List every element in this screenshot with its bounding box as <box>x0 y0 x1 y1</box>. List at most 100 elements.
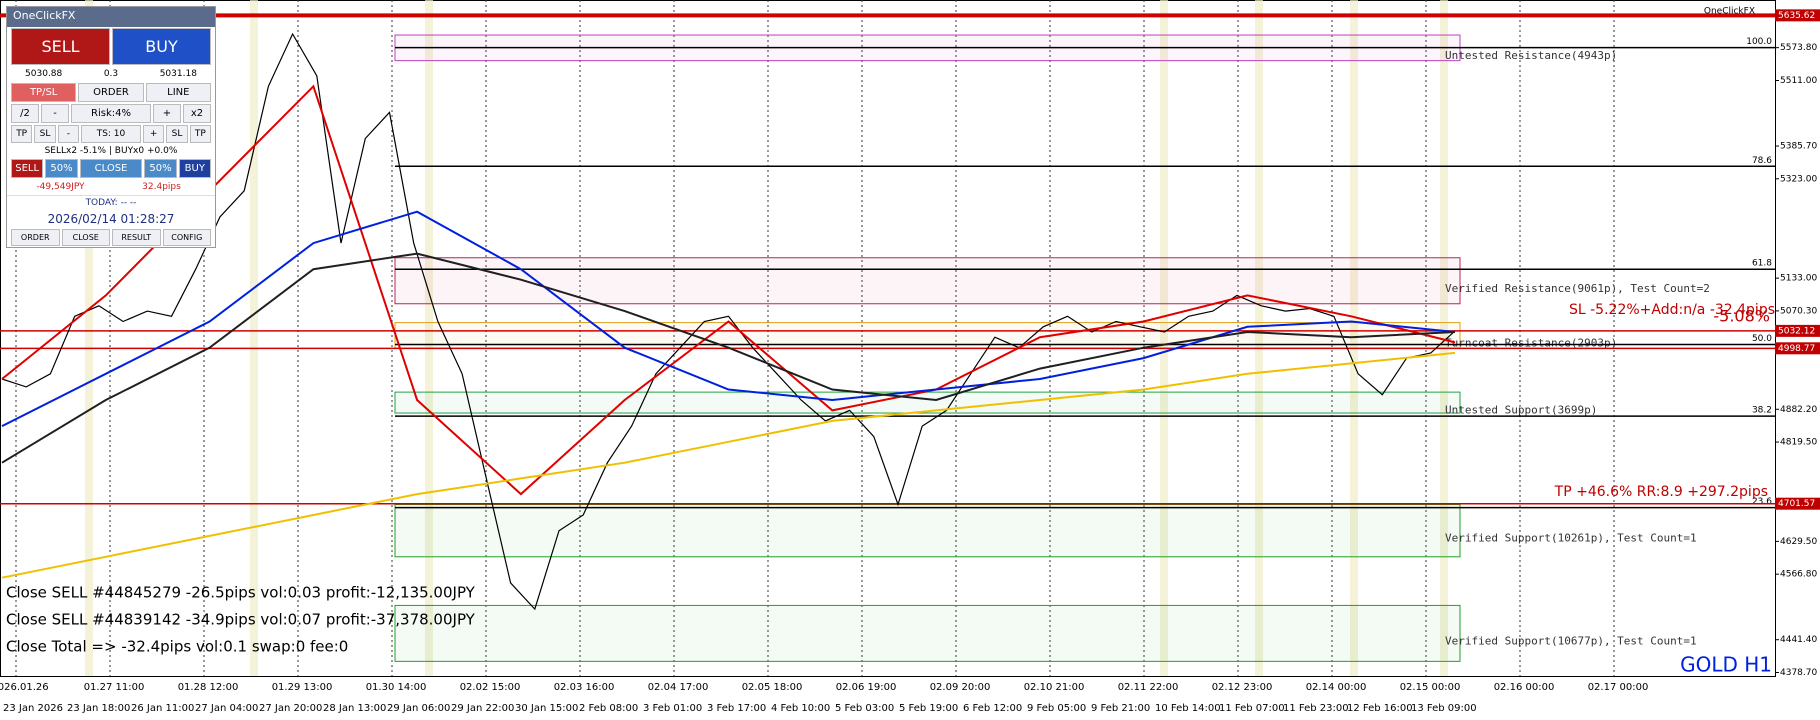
x-tick-label: 9 Feb 05:00 <box>1027 703 1086 714</box>
tab[interactable]: ORDER <box>78 83 144 102</box>
trailing-stop[interactable]: TS: 10 <box>80 125 141 143</box>
y-tick-label: 5385.70 <box>1780 142 1817 152</box>
x-tick-label: 2 Feb 08:00 <box>579 703 638 714</box>
zone <box>394 604 1461 662</box>
x-tick-label: 5 Feb 03:00 <box>835 703 894 714</box>
button[interactable]: SL <box>166 125 188 143</box>
session-band <box>85 0 93 676</box>
button[interactable]: 50% <box>144 159 177 178</box>
x-tick-label: 02.04 17:00 <box>648 682 709 693</box>
panel-title: OneClickFX <box>7 7 215 27</box>
price-marker-label: 4998.77 <box>1778 344 1815 354</box>
sell-button[interactable]: SELL <box>11 28 110 65</box>
x-tick-label: 5 Feb 19:00 <box>899 703 958 714</box>
y-tick-label: 5573.80 <box>1780 43 1817 53</box>
button[interactable]: SL <box>34 125 56 143</box>
y-tick-label: 4882.20 <box>1780 405 1817 415</box>
x-tick-label: 27 Jan 20:00 <box>259 703 322 714</box>
x-tick-label: 26 Jan 11:00 <box>131 703 194 714</box>
x-tick-label: 13 Feb 09:00 <box>1411 703 1477 714</box>
trade-line: Close Total => -32.4pips vol:0.1 swap:0 … <box>6 638 348 656</box>
x-tick-label: 2026.01.26 <box>0 682 49 693</box>
trade-panel: OneClickFX SELL BUY 5030.88 0.3 5031.18 … <box>6 6 216 248</box>
x-tick-label: 01.28 12:00 <box>178 682 239 693</box>
zone-label: Verified Resistance(9061p), Test Count=2 <box>1445 282 1710 295</box>
fib-label: 78.6 <box>1752 156 1772 166</box>
button[interactable]: RESULT <box>112 229 161 246</box>
fib-label: 23.6 <box>1752 497 1772 507</box>
x-tick-label: 3 Feb 17:00 <box>707 703 766 714</box>
risk[interactable]: Risk:4% <box>71 104 151 123</box>
buy-button[interactable]: BUY <box>112 28 211 65</box>
price-marker-bg <box>1775 9 1820 22</box>
button[interactable]: - <box>57 125 79 143</box>
position-summary: SELLx2 -5.1% | BUYx0 +0.0% <box>44 146 178 156</box>
button[interactable]: TP <box>189 125 211 143</box>
tab[interactable]: TP/SL <box>11 83 77 102</box>
price-line-series <box>1 32 1456 611</box>
zone <box>394 504 1461 558</box>
x-tick-label: 11 Feb 07:00 <box>1219 703 1285 714</box>
lot-size[interactable]: 0.3 <box>103 69 119 79</box>
y-tick-label: 5511.00 <box>1780 76 1817 86</box>
sell-price: 5030.88 <box>25 69 63 79</box>
price-marker-bg <box>1775 342 1820 355</box>
price-marker-label: 5635.62 <box>1778 11 1815 21</box>
symbol: GOLD H1 <box>1680 653 1772 677</box>
x-tick-label: 01.27 11:00 <box>84 682 145 693</box>
zone-label: Verified Support(10261p), Test Count=1 <box>1445 532 1697 545</box>
button[interactable]: CLOSE <box>61 229 110 246</box>
x-tick-label: 3 Feb 01:00 <box>643 703 702 714</box>
trade-line: Close SELL #44845279 -26.5pips vol:0.03 … <box>6 584 476 602</box>
plot-frame <box>0 0 1776 677</box>
zone-label: Untested Resistance(4943p) <box>1445 49 1617 62</box>
price-marker-label: 5032.12 <box>1778 326 1815 336</box>
x-tick-label: 9 Feb 21:00 <box>1091 703 1150 714</box>
zone-label: Verified Support(10677p), Test Count=1 <box>1445 634 1697 647</box>
trade-line: Close SELL #44839142 -34.9pips vol:0.07 … <box>6 611 476 629</box>
session-band <box>1160 0 1168 676</box>
fib-label: 100.0 <box>1746 37 1772 47</box>
buy-price: 5031.18 <box>159 69 197 79</box>
y-tick-label: 4819.50 <box>1780 438 1817 448</box>
sl-label: SL -5.22%+Add:n/a -32.4pips <box>1569 302 1775 318</box>
button[interactable]: 50% <box>45 159 78 178</box>
button[interactable]: + <box>142 125 165 143</box>
x-tick-label: 01.29 13:00 <box>272 682 333 693</box>
fib-label: 61.8 <box>1752 259 1772 269</box>
x-tick-label: 29 Jan 22:00 <box>451 703 514 714</box>
button[interactable]: - <box>41 104 69 123</box>
x-tick-label: 02.03 16:00 <box>554 682 615 693</box>
button[interactable]: CLOSE <box>79 159 143 178</box>
x-tick-label: 02.15 00:00 <box>1400 682 1461 693</box>
button[interactable]: ORDER <box>11 229 60 246</box>
session-band <box>1255 0 1263 676</box>
zone-label: Untested Support(3699p) <box>1445 404 1597 417</box>
zone <box>394 257 1461 305</box>
button[interactable]: CONFIG <box>162 229 211 246</box>
x-tick-label: 30 Jan 15:00 <box>515 703 578 714</box>
session-band <box>1440 0 1448 676</box>
button[interactable]: x2 <box>183 104 211 123</box>
button[interactable]: TP <box>11 125 33 143</box>
percent-label: -5.08% <box>1713 307 1770 326</box>
pips: 32.4pips <box>142 182 181 192</box>
x-tick-label: 02.06 19:00 <box>836 682 897 693</box>
x-tick-label: 02.02 15:00 <box>460 682 521 693</box>
button[interactable]: + <box>153 104 181 123</box>
button[interactable]: SELL <box>11 159 44 178</box>
x-tick-label: 02.09 20:00 <box>930 682 991 693</box>
x-tick-label: 02.14 00:00 <box>1306 682 1367 693</box>
price-marker-bg <box>1775 324 1820 337</box>
x-tick-label: 4 Feb 10:00 <box>771 703 830 714</box>
x-tick-label: 27 Jan 04:00 <box>195 703 258 714</box>
button[interactable]: /2 <box>11 104 39 123</box>
y-tick-label: 5323.00 <box>1780 174 1817 184</box>
moving-average <box>1 351 1456 579</box>
y-tick-label: 4566.80 <box>1780 570 1817 580</box>
tab[interactable]: LINE <box>145 83 211 102</box>
button[interactable]: BUY <box>178 159 211 178</box>
zone <box>394 391 1461 414</box>
moving-average <box>1 84 1456 496</box>
